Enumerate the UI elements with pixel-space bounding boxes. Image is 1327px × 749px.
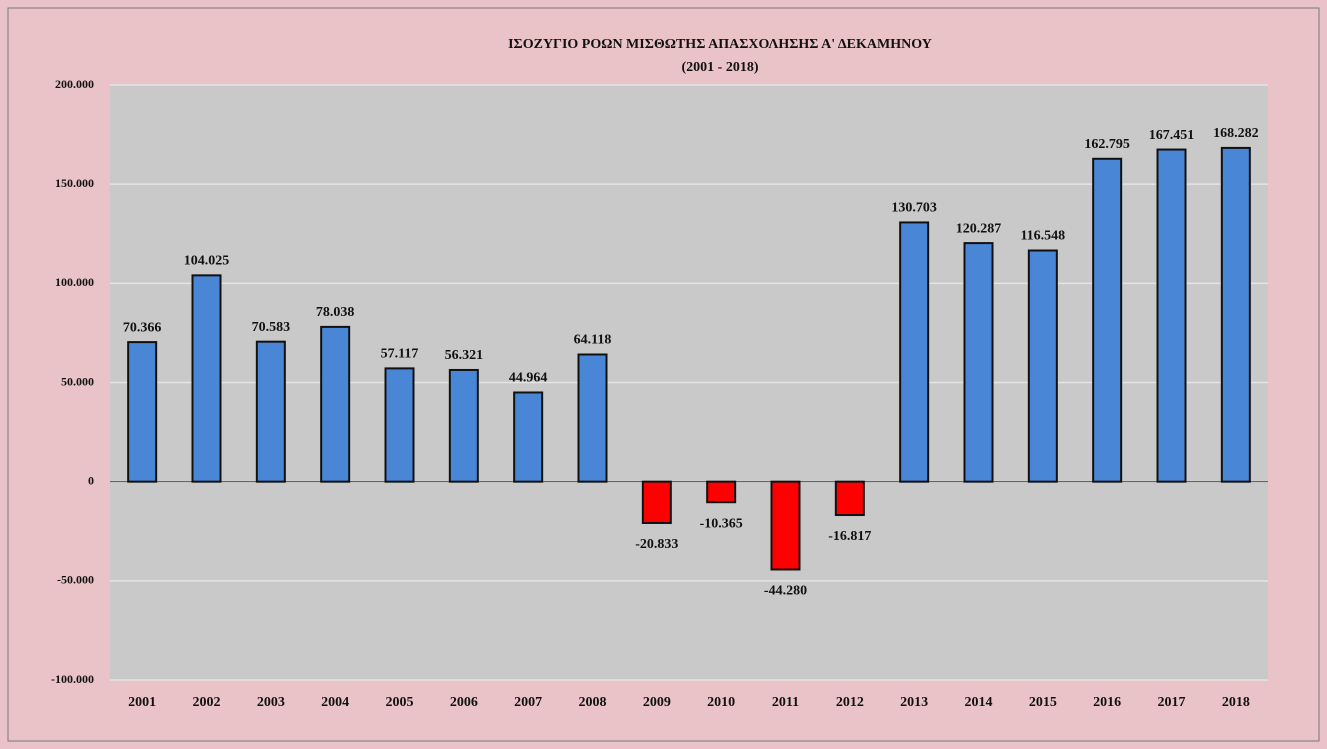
x-tick-label: 2005 [386, 695, 414, 710]
y-tick-label: 50.000 [61, 374, 94, 388]
bar [255, 340, 286, 483]
data-label: 168.282 [1213, 126, 1259, 141]
data-label: 130.703 [891, 201, 937, 216]
x-tick-label: 2013 [900, 695, 928, 710]
bar [1027, 249, 1058, 483]
data-label: 70.583 [252, 320, 291, 335]
bar [384, 367, 415, 483]
data-label: 167.451 [1149, 128, 1195, 143]
data-label: -10.365 [700, 516, 743, 531]
x-tick-label: 2011 [772, 695, 799, 710]
data-label: 57.117 [381, 347, 419, 362]
x-tick-label: 2008 [579, 695, 607, 710]
bar [834, 480, 865, 517]
x-tick-label: 2006 [450, 695, 478, 710]
bar [1092, 157, 1123, 483]
bar [191, 274, 222, 483]
x-tick-label: 2016 [1093, 695, 1121, 710]
x-tick-label: 2002 [193, 695, 221, 710]
data-label: 56.321 [445, 348, 484, 363]
data-label: 162.795 [1084, 137, 1130, 152]
y-tick-label: 200.000 [55, 77, 94, 91]
bar [641, 480, 672, 524]
bar [1220, 146, 1251, 483]
bar [1156, 148, 1187, 483]
x-tick-label: 2018 [1222, 695, 1250, 710]
x-tick-label: 2017 [1158, 695, 1186, 710]
data-label: -44.280 [764, 584, 807, 599]
data-label: 70.366 [123, 320, 162, 335]
chart-title: ΙΣΟΖΥΓΙΟ ΡΟΩΝ ΜΙΣΘΩΤΗΣ ΑΠΑΣΧΟΛΗΣΗΣ Α' ΔΕ… [508, 37, 932, 52]
data-label: 104.025 [184, 254, 230, 269]
bar [448, 368, 479, 483]
x-tick-label: 2007 [514, 695, 542, 710]
x-tick-label: 2010 [707, 695, 735, 710]
bar [320, 325, 351, 483]
data-label: 44.964 [509, 371, 548, 386]
bar [770, 480, 801, 571]
data-label: -20.833 [635, 537, 678, 552]
x-tick-label: 2015 [1029, 695, 1057, 710]
chart-subtitle: (2001 - 2018) [682, 60, 759, 75]
bar [706, 480, 737, 504]
x-tick-label: 2003 [257, 695, 285, 710]
y-tick-label: 100.000 [55, 275, 94, 289]
x-tick-label: 2014 [965, 695, 993, 710]
bar [963, 242, 994, 483]
bar [899, 221, 930, 483]
bar [127, 341, 158, 483]
x-tick-label: 2004 [321, 695, 349, 710]
data-label: 64.118 [574, 333, 612, 348]
data-label: 78.038 [316, 305, 355, 320]
bar [577, 353, 608, 483]
y-tick-label: -100.000 [51, 672, 94, 686]
data-label: -16.817 [828, 529, 871, 544]
x-tick-label: 2009 [643, 695, 671, 710]
y-tick-label: -50.000 [57, 573, 94, 587]
data-label: 116.548 [1020, 229, 1065, 244]
y-tick-label: 0 [88, 473, 94, 487]
x-tick-label: 2001 [128, 695, 156, 710]
y-tick-label: 150.000 [55, 176, 94, 190]
bar [513, 391, 544, 483]
frame [7, 7, 1320, 742]
x-tick-label: 2012 [836, 695, 864, 710]
data-label: 120.287 [956, 221, 1002, 236]
